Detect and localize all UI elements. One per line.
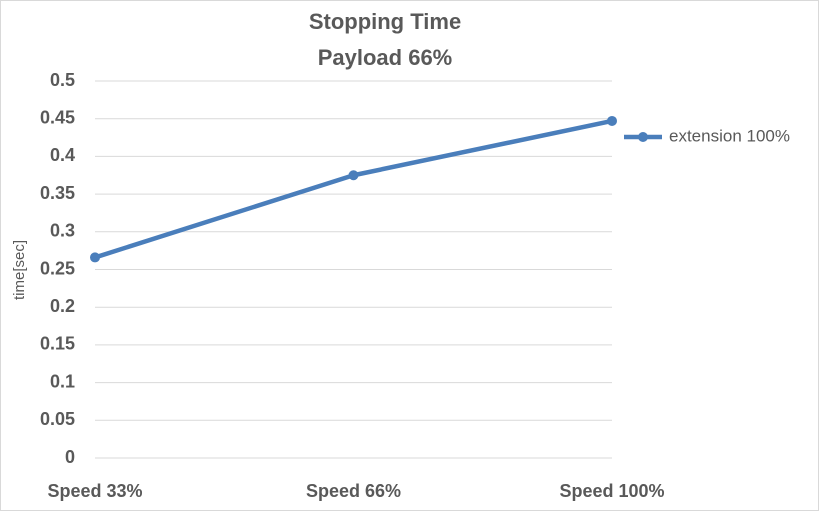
legend-label: extension 100% [669,126,790,145]
y-tick-label: 0.5 [50,70,75,90]
x-tick-label: Speed 33% [47,481,142,501]
data-point [607,115,617,126]
y-tick-label: 0.3 [50,221,75,241]
y-tick-label: 0.4 [50,145,75,165]
y-tick-label: 0.05 [40,409,75,429]
y-tick-label: 0.15 [40,334,75,354]
x-tick-label: Speed 100% [559,481,664,501]
chart-subtitle: Payload 66% [318,45,453,70]
y-tick-label: 0.25 [40,258,75,278]
y-tick-label: 0.45 [40,107,75,127]
y-axis-label: time[sec] [11,240,28,300]
y-tick-label: 0.35 [40,183,75,203]
data-point [348,170,359,181]
y-tick-label: 0.2 [50,296,75,316]
y-tick-label: 0.1 [50,371,75,391]
data-point [90,252,100,263]
y-tick-label: 0 [65,447,75,467]
x-tick-label: Speed 66% [306,481,401,501]
legend-marker [638,132,648,142]
chart-title: Stopping Time [309,9,461,34]
